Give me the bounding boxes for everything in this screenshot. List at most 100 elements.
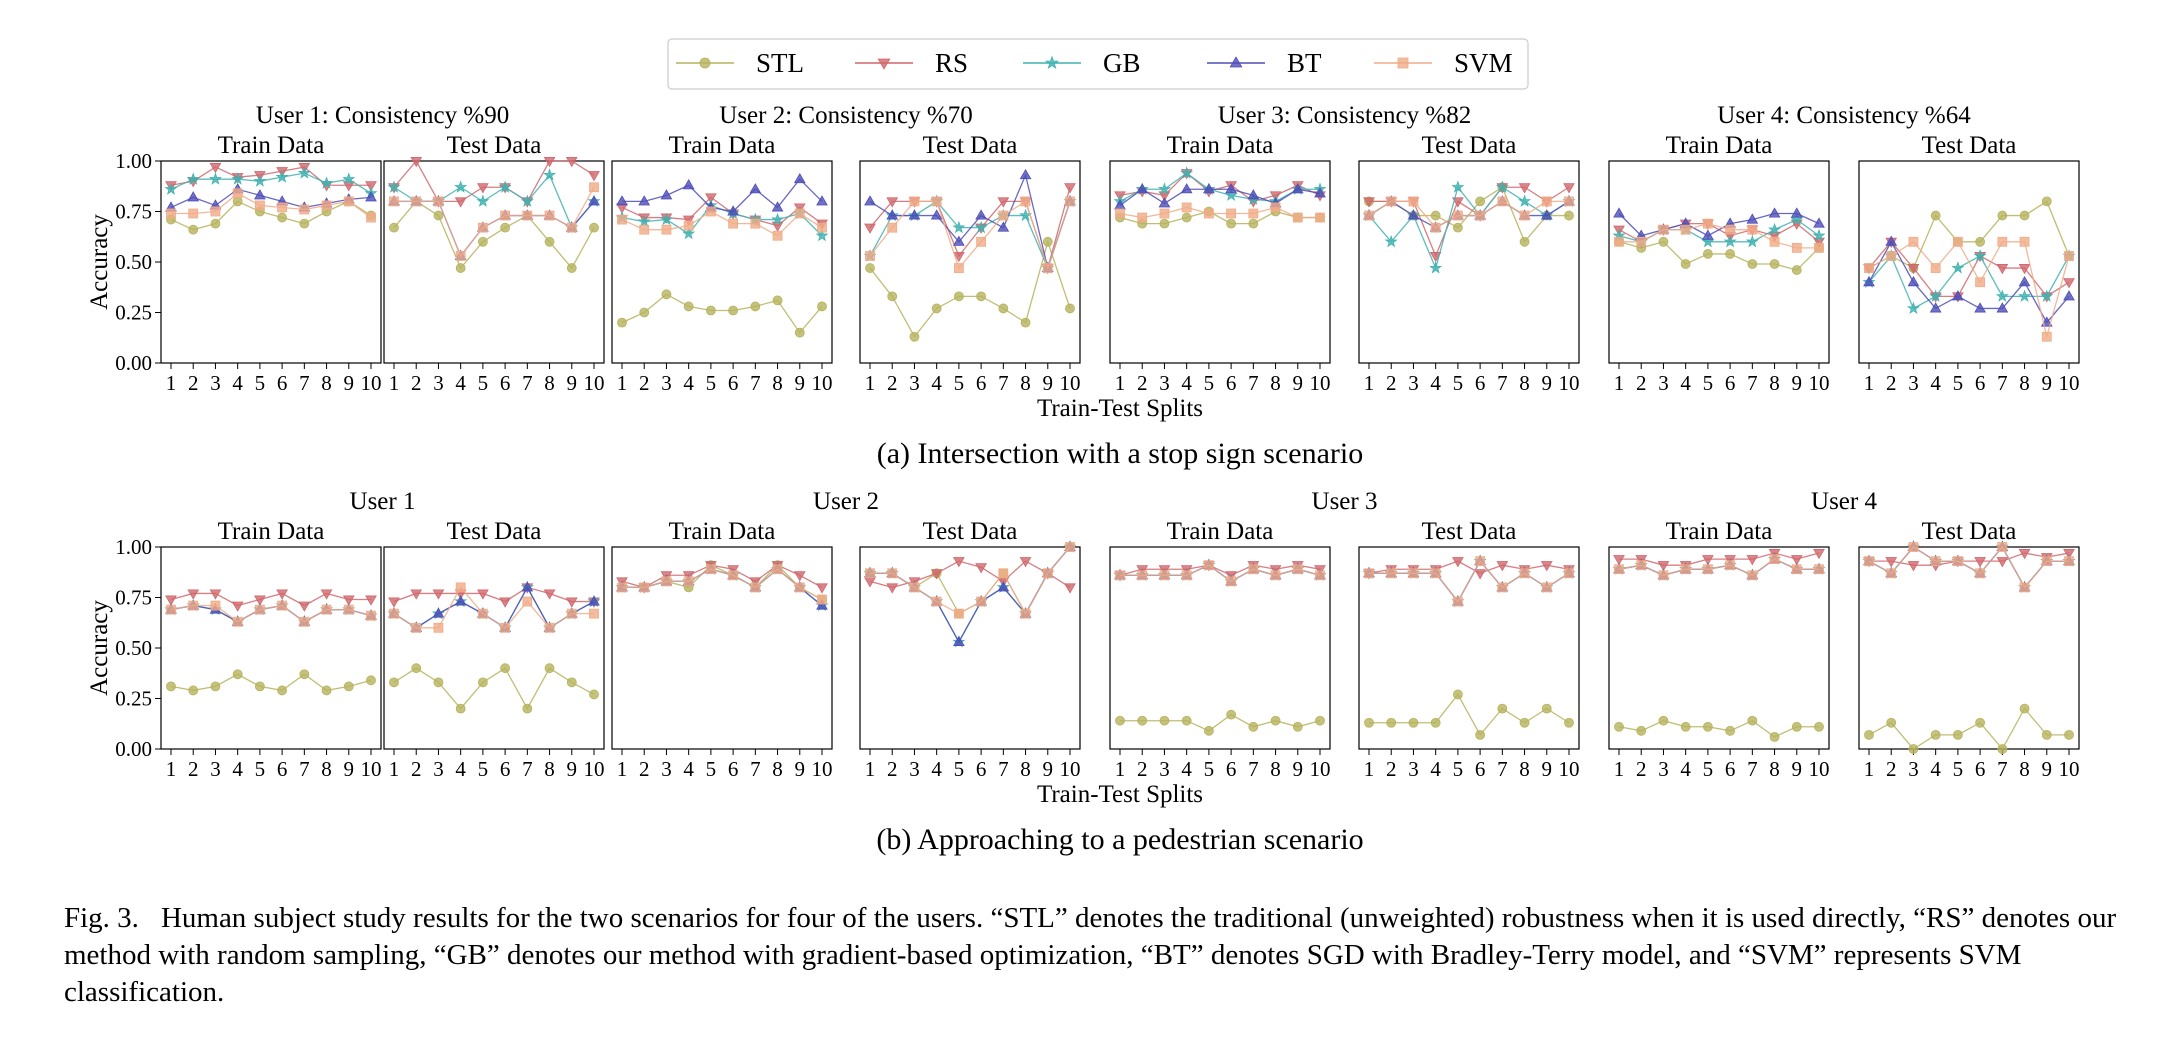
x-tick-label: 6: [1975, 757, 1986, 781]
data-point: [254, 200, 265, 211]
series-line: [170, 592, 371, 607]
series-line: [1368, 185, 1570, 271]
data-point: [1564, 196, 1574, 207]
data-point: [254, 681, 265, 692]
data-point: [1886, 251, 1897, 261]
panel-title: Test Data: [447, 132, 542, 159]
data-point: [500, 622, 511, 633]
data-point: [432, 607, 445, 618]
data-point: [1519, 717, 1530, 728]
data-point: [1813, 549, 1825, 560]
x-tick-label: 4: [1930, 757, 1941, 781]
legend-marker: [699, 57, 711, 69]
panel-title: Test Data: [447, 518, 542, 545]
data-point: [477, 677, 488, 688]
x-tick-label: 2: [411, 371, 422, 395]
panel: Test Data 1 2 3 4 5 6 7 8 9 10: [1858, 518, 2080, 781]
data-point: [1864, 729, 1874, 740]
x-tick-label: 2: [1886, 371, 1897, 395]
series-line: [1619, 222, 1819, 249]
data-point: [1974, 302, 1986, 313]
data-point: [2041, 331, 2052, 342]
data-point: [1137, 212, 1148, 223]
data-point: [299, 616, 310, 627]
data-point: [1996, 264, 2009, 275]
x-tick-label: 5: [255, 371, 266, 395]
series-svm: [1614, 554, 1824, 581]
data-point: [750, 582, 761, 593]
y-tick-label: 0.50: [115, 250, 152, 274]
data-point: [277, 685, 288, 696]
data-point: [1723, 234, 1737, 248]
x-tick-label: 3: [1408, 371, 1419, 395]
data-point: [953, 608, 964, 619]
data-point: [1886, 568, 1897, 579]
data-point: [455, 251, 466, 261]
data-point: [321, 200, 332, 211]
x-tick-label: 10: [1809, 757, 1830, 781]
data-point: [433, 677, 444, 688]
series-line: [621, 293, 823, 334]
series-stl: [617, 289, 827, 338]
x-tick-label: 9: [1293, 371, 1304, 395]
data-point: [1768, 222, 1782, 236]
series-rs: [1613, 549, 1825, 572]
data-point: [793, 172, 806, 184]
series-line: [393, 586, 594, 603]
panel: Test Data 1 2 3 4 5 6 7 8 9 10: [1358, 518, 1580, 781]
data-point: [639, 307, 650, 318]
data-point: [1226, 709, 1237, 720]
legend-marker: [1397, 57, 1409, 69]
data-point: [1065, 196, 1075, 207]
axes-frame: [383, 546, 605, 750]
panel: Train Data 1 2 3 4 5 6 7 8 9 10: [611, 518, 833, 781]
data-point: [1702, 249, 1713, 259]
series-line: [1868, 545, 2069, 589]
x-tick-label: 10: [584, 757, 605, 781]
data-point: [476, 194, 490, 207]
y-tick-label: 0.75: [115, 200, 152, 224]
series-line: [170, 172, 372, 194]
legend-frame: [667, 38, 1529, 90]
x-tick-label: 10: [584, 371, 605, 395]
panel-title: Train Data: [669, 518, 776, 545]
data-point: [209, 589, 222, 600]
data-point: [998, 303, 1009, 314]
data-point: [500, 663, 511, 674]
data-point: [683, 576, 694, 587]
data-point: [1519, 210, 1530, 221]
series-stl: [166, 669, 376, 696]
y-tick-label: 0.75: [115, 586, 152, 610]
series-line: [869, 560, 1071, 589]
data-point: [728, 218, 739, 229]
data-point: [1042, 236, 1053, 247]
data-point: [1541, 582, 1552, 593]
x-tick-label: 7: [750, 757, 761, 781]
series-bt: [1863, 235, 2075, 327]
data-point: [410, 156, 423, 168]
data-point: [682, 226, 696, 240]
data-point: [1863, 275, 1875, 287]
x-tick-label: 6: [500, 371, 511, 395]
axes-frame: [1608, 546, 1830, 750]
x-tick-label: 6: [500, 757, 511, 781]
series-line: [622, 568, 823, 607]
data-point: [1769, 554, 1780, 565]
data-point: [1181, 212, 1192, 223]
data-point: [2018, 549, 2031, 560]
x-tick-label: 4: [232, 371, 243, 395]
x-tick-label: 9: [1043, 371, 1054, 395]
series-line: [869, 239, 1071, 338]
series-svm: [389, 582, 599, 633]
series-line: [1618, 241, 1820, 271]
data-point: [1137, 715, 1148, 726]
data-point: [815, 228, 829, 242]
data-point: [1519, 236, 1530, 247]
data-point: [1137, 570, 1148, 581]
series-stl: [1115, 709, 1325, 736]
series-svm: [617, 206, 827, 241]
series-svm: [1115, 560, 1325, 587]
series-line: [1618, 212, 1820, 237]
x-tick-label: 6: [277, 757, 288, 781]
